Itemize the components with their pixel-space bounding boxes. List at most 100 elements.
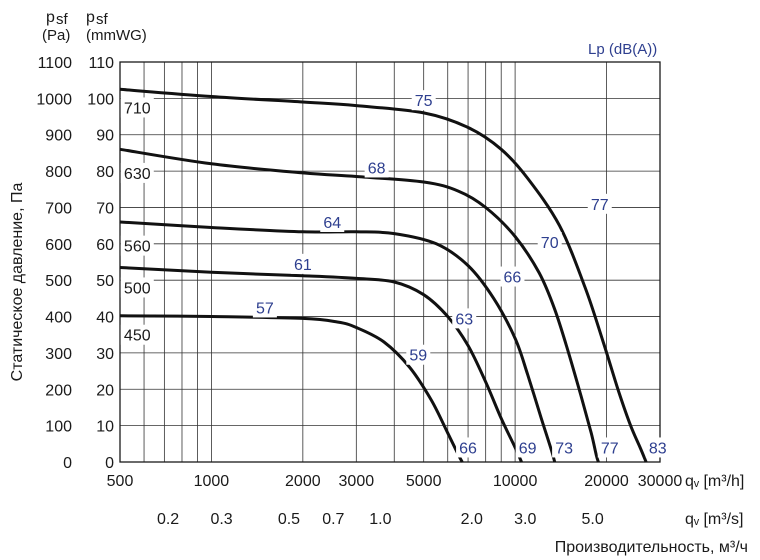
y-axis-ticks: 0 0 100 10 200 20 300 30 400 40 500 50 600 60 700 70 800… <box>36 55 114 472</box>
y-tick-pa: 0 <box>63 455 72 472</box>
y-unit-mm-sub: sf <box>96 11 109 28</box>
size-label: 500 <box>124 280 151 297</box>
x-tick-m3s: 0.2 <box>157 511 179 528</box>
x-tick-m3h: 20000 <box>584 473 629 490</box>
curve-630 <box>119 147 600 463</box>
y-tick-pa: 700 <box>45 200 72 217</box>
y-tick-pa: 400 <box>45 310 72 327</box>
size-label-bg <box>120 324 154 345</box>
lp-label-bg <box>411 90 436 111</box>
y-tick-mmwg: 60 <box>96 237 114 254</box>
lp-label: 69 <box>519 440 537 457</box>
x-tick-m3s: 2.0 <box>461 511 483 528</box>
lp-legend-label: Lp (dB(A)) <box>588 41 657 58</box>
y-tick-mmwg: 40 <box>96 310 114 327</box>
y-tick-pa: 200 <box>45 382 72 399</box>
lp-label-bg <box>597 437 622 458</box>
y-tick-mmwg: 20 <box>96 382 114 399</box>
y-tick-mmwg: 110 <box>88 55 114 72</box>
y-unit-mmwg: (mmWG) <box>86 27 147 44</box>
lp-label-bg <box>452 308 477 329</box>
lp-label: 77 <box>591 197 609 214</box>
lp-label-bg <box>406 344 431 365</box>
size-label: 630 <box>124 166 151 183</box>
lp-label-bg <box>320 212 345 232</box>
x-axis-title: Производительность, м³/ч <box>555 539 748 556</box>
x-tick-m3h: 500 <box>107 473 134 490</box>
y-axis-title: Статическое давление, Па <box>9 183 26 382</box>
y-unit-pa-sub: sf <box>56 11 69 28</box>
y-tick-pa: 1000 <box>36 91 72 108</box>
x-tick-m3s: 1.0 <box>369 511 391 528</box>
curve-500 <box>119 266 523 463</box>
lp-label-bg <box>456 437 481 458</box>
lp-label-bg <box>500 266 525 287</box>
lp-label-bg <box>290 253 315 274</box>
size-label-bg <box>120 235 154 256</box>
x-unit-m3s: qᵥ [m³/s] <box>685 511 743 528</box>
y-unit-pa: (Pa) <box>42 27 70 44</box>
lp-label: 70 <box>541 235 559 252</box>
size-label: 710 <box>124 100 151 117</box>
lp-label: 77 <box>601 440 619 457</box>
lp-label: 73 <box>555 440 573 457</box>
x-tick-m3h: 2000 <box>285 473 321 490</box>
lp-label: 64 <box>323 215 341 232</box>
y-tick-pa: 100 <box>45 419 72 436</box>
y-tick-mmwg: 70 <box>96 200 114 217</box>
y-tick-mmwg: 0 <box>105 455 114 472</box>
size-label: 560 <box>124 239 151 256</box>
curve-annotations: 710 630 560 500 450 75 77 68 70 64 66 61 63 57 59 66 69 7… <box>120 90 670 458</box>
lp-label: 59 <box>409 348 427 365</box>
y-tick-mmwg: 10 <box>96 419 114 436</box>
size-label: 450 <box>124 328 151 345</box>
lp-label-bg <box>645 437 670 458</box>
x-unit-m3h: qᵥ [m³/h] <box>685 473 744 490</box>
grid-lines <box>120 61 661 462</box>
curve-560 <box>119 220 557 463</box>
x-tick-m3s: 5.0 <box>582 511 604 528</box>
lp-label: 83 <box>649 440 667 457</box>
lp-label: 57 <box>256 300 274 317</box>
lp-label: 75 <box>415 93 433 110</box>
plot-frame <box>119 61 661 463</box>
lp-label: 63 <box>455 311 473 328</box>
x-tick-m3s: 3.0 <box>514 511 536 528</box>
size-label-bg <box>120 97 154 118</box>
y-tick-pa: 500 <box>45 273 72 290</box>
y-unit-mm-symbol: p <box>86 9 95 26</box>
y-tick-pa: 600 <box>45 237 72 254</box>
x-tick-m3h: 3000 <box>339 473 375 490</box>
y-tick-mmwg: 100 <box>87 91 114 108</box>
y-tick-pa: 300 <box>45 346 72 363</box>
lp-label-bg <box>587 193 612 214</box>
size-label-bg <box>120 162 154 183</box>
lp-label-bg <box>252 297 277 318</box>
y-tick-pa: 1100 <box>38 55 73 72</box>
lp-label-bg <box>552 437 577 458</box>
y-tick-mmwg: 50 <box>96 273 114 290</box>
x-tick-m3s: 0.7 <box>322 511 344 528</box>
lp-label: 61 <box>294 257 312 274</box>
y-tick-mmwg: 80 <box>96 164 114 181</box>
x-tick-m3h: 1000 <box>194 473 230 490</box>
performance-curves <box>119 87 648 463</box>
y-tick-pa: 800 <box>45 164 72 181</box>
y-tick-mmwg: 30 <box>96 346 114 363</box>
x-axis-ticks: 500 1000 2000 3000 5000 10000 20000 30000 0.2 0.3… <box>107 473 683 528</box>
x-tick-m3s: 0.5 <box>278 511 300 528</box>
x-tick-m3s: 0.3 <box>210 511 232 528</box>
lp-label-bg <box>537 232 562 252</box>
x-tick-m3h: 30000 <box>638 473 683 490</box>
lp-label: 66 <box>504 270 522 287</box>
size-label-bg <box>120 277 154 298</box>
curve-710 <box>119 87 648 463</box>
lp-label-bg <box>364 157 389 178</box>
y-tick-pa: 900 <box>45 128 72 145</box>
y-tick-mmwg: 90 <box>96 128 114 145</box>
lp-label: 66 <box>459 440 477 457</box>
x-tick-m3h: 5000 <box>406 473 442 490</box>
y-unit-pa-symbol: p <box>46 9 55 26</box>
x-tick-m3h: 10000 <box>493 473 538 490</box>
